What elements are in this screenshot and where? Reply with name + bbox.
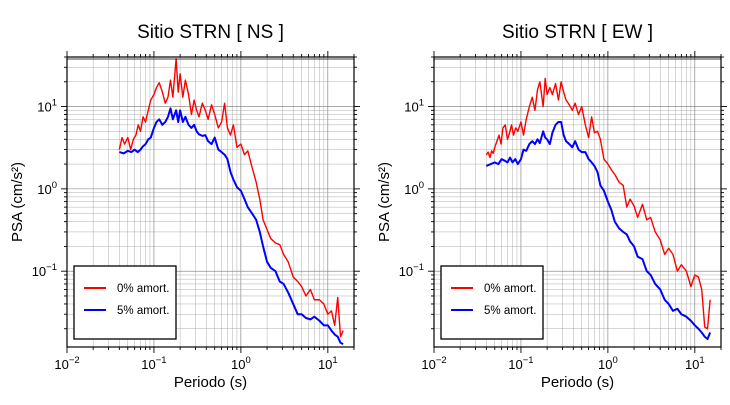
x-tick-label-base: 10 [685,357,699,372]
x-tick-label-base: 10 [508,357,522,372]
y-tick-label-exponent: 0 [419,180,424,191]
legend-box [73,265,177,340]
x-tick-label-exponent: 1 [699,355,704,366]
chart-title: Sitio STRN [ NS ] [137,22,284,43]
y-axis-ticks [428,56,727,330]
x-axis-ticks [433,51,722,353]
x-tick-label: 101 [685,355,705,372]
y-tick-label-exponent: −1 [413,262,424,273]
x-axis-ticks [66,51,355,353]
y-tick-label-exponent: 1 [52,98,57,109]
y-tick-label-base: 10 [37,100,51,115]
y-tick-label-base: 10 [37,182,51,197]
y-tick-label: 10−1 [32,262,57,279]
y-tick-label: 100 [37,180,57,197]
x-tick-label-base: 10 [421,357,435,372]
y-tick-label-exponent: 0 [52,180,57,191]
series-line-amort-5 [119,107,344,346]
x-tick-label: 100 [231,355,251,372]
legend-entry: 5% amort. [117,305,169,317]
x-tick-label: 10−2 [54,355,79,372]
legend-entry: 5% amort. [484,305,536,317]
y-tick-label-base: 10 [404,182,418,197]
legend-entry: 0% amort. [484,283,536,295]
x-tick-label-exponent: −2 [436,355,447,366]
y-tick-label: 100 [404,180,424,197]
y-axis-label: PSA (cm/s²) [376,162,393,242]
series-line-amort-5 [485,120,712,341]
x-tick-label-exponent: −1 [156,355,167,366]
legend: 0% amort. 5% amort. [440,265,544,340]
y-tick-label: 101 [404,98,424,115]
series-line-amort-0 [485,77,711,330]
series-group [118,58,344,346]
x-tick-label-base: 10 [141,357,155,372]
x-axis-label: Periodo (s) [174,374,247,391]
x-tick-label: 10−1 [141,355,166,372]
x-tick-label-base: 10 [231,357,245,372]
x-tick-label: 100 [598,355,618,372]
x-tick-label-exponent: 0 [612,355,617,366]
x-tick-label-base: 10 [54,357,68,372]
y-tick-label-exponent: −1 [46,262,57,273]
y-tick-label: 10−1 [399,262,424,279]
y-tick-label-base: 10 [404,100,418,115]
series-group [485,77,712,341]
x-tick-label: 101 [318,355,338,372]
x-tick-label-exponent: 0 [245,355,250,366]
legend-entry: 0% amort. [117,283,169,295]
x-tick-label-exponent: −2 [69,355,80,366]
x-axis-label: Periodo (s) [541,374,614,391]
y-axis-label: PSA (cm/s²) [9,162,26,242]
x-tick-label: 10−2 [421,355,446,372]
chart-title: Sitio STRN [ EW ] [502,22,653,43]
y-tick-label-exponent: 1 [419,98,424,109]
x-tick-label-exponent: −1 [523,355,534,366]
y-axis-ticks [61,56,360,330]
y-tick-label: 101 [37,98,57,115]
x-tick-label-base: 10 [318,357,332,372]
y-tick-label-base: 10 [32,264,46,279]
x-tick-label-base: 10 [598,357,612,372]
legend-box [440,265,544,340]
x-tick-label: 10−1 [508,355,533,372]
series-line-amort-0 [118,58,344,338]
legend: 0% amort. 5% amort. [73,265,177,340]
y-tick-label-base: 10 [399,264,413,279]
x-tick-label-exponent: 1 [332,355,337,366]
